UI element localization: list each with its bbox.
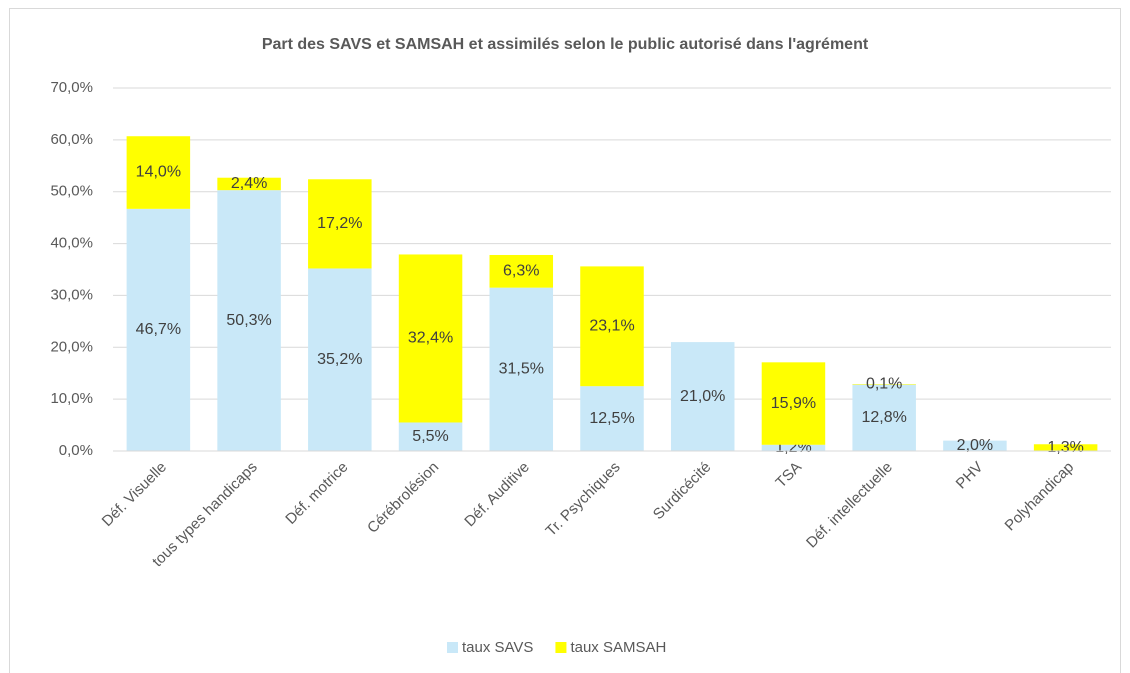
data-label: 21,0% [680, 388, 725, 405]
bar-segment [398, 254, 463, 423]
y-tick-label: 0,0% [59, 442, 93, 459]
bar-segment [217, 177, 281, 191]
data-label: 31,5% [499, 361, 544, 378]
bar-segment [943, 440, 1007, 451]
bar-segment [308, 268, 372, 451]
legend-label: taux SAMSAH [570, 639, 666, 656]
bar-segment [670, 342, 735, 451]
data-label: 12,5% [589, 410, 634, 427]
data-label: 12,8% [861, 409, 906, 426]
legend-label: taux SAVS [462, 639, 533, 656]
data-label: 46,7% [136, 321, 181, 338]
bar-segment [852, 384, 916, 451]
data-label: 15,9% [771, 395, 816, 412]
bar-segment [126, 208, 191, 451]
bar-segment [398, 422, 463, 451]
y-tick-label: 40,0% [50, 235, 93, 252]
data-label: 2,4% [231, 175, 267, 192]
bar-segment [761, 362, 826, 445]
bar-segment [489, 287, 554, 451]
bar-segment [126, 136, 191, 209]
data-label: 23,1% [589, 318, 634, 335]
bar-segment [217, 190, 281, 451]
y-tick-label: 70,0% [50, 79, 93, 96]
bar-segment [1033, 444, 1098, 451]
data-label: 5,5% [412, 428, 448, 445]
y-tick-label: 20,0% [50, 338, 93, 355]
y-tick-label: 30,0% [50, 286, 93, 303]
data-label: 35,2% [317, 351, 362, 368]
chart-frame [9, 8, 1121, 673]
data-label: 50,3% [226, 312, 271, 329]
chart-title: Part des SAVS et SAMSAH et assimilés sel… [262, 36, 869, 53]
data-label: 17,2% [317, 215, 362, 232]
bar-segment [308, 179, 372, 269]
bar-segment [761, 444, 826, 451]
bar-segment [489, 254, 554, 288]
legend-swatch [555, 642, 567, 653]
data-label: 14,0% [136, 164, 181, 181]
y-tick-label: 10,0% [50, 390, 93, 407]
bar-segment [852, 384, 916, 385]
bar-segment [580, 266, 644, 387]
data-label: 6,3% [503, 263, 539, 280]
data-label: 1,3% [1047, 439, 1083, 456]
y-tick-label: 60,0% [50, 131, 93, 148]
y-tick-label: 50,0% [50, 183, 93, 200]
data-label: 32,4% [408, 330, 453, 347]
bar-segment [580, 386, 644, 451]
data-label: 0,1% [866, 376, 902, 393]
data-label: 2,0% [957, 437, 993, 454]
legend-swatch [447, 642, 458, 653]
